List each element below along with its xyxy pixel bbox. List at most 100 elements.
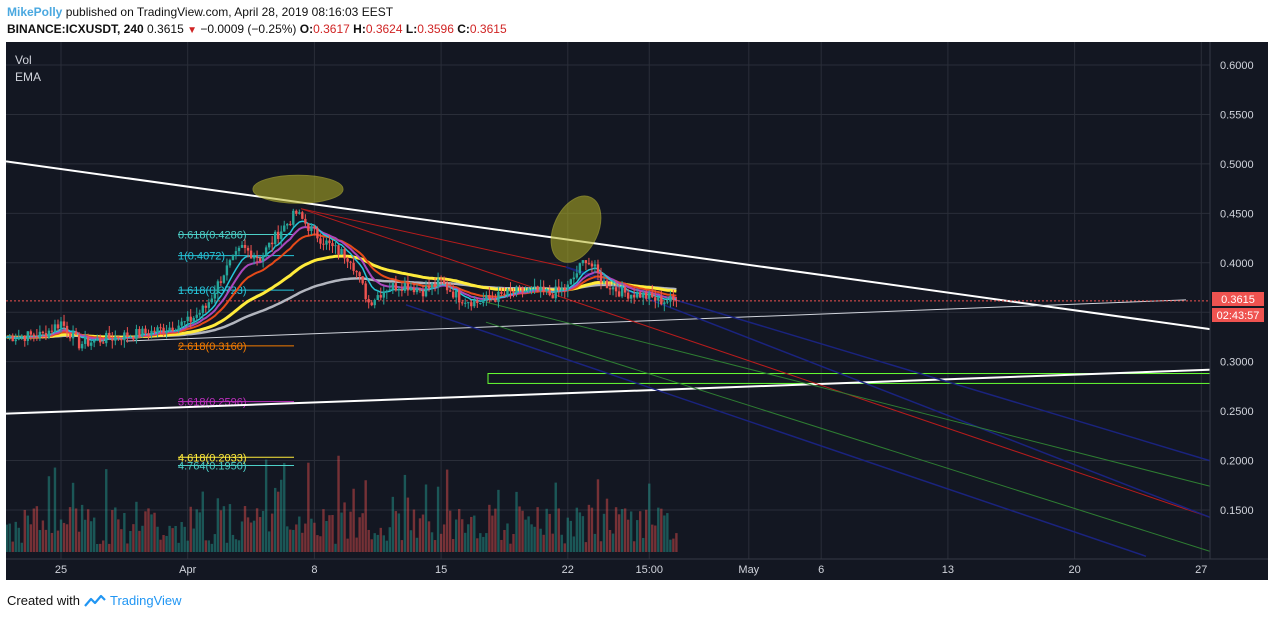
candle-body bbox=[243, 245, 247, 248]
candle-body bbox=[153, 330, 156, 333]
volume-bar bbox=[530, 524, 533, 552]
candle-body bbox=[322, 243, 325, 245]
candle-body bbox=[367, 299, 370, 303]
volume-bar bbox=[108, 543, 111, 552]
volume-bar bbox=[506, 523, 509, 552]
volume-bar bbox=[623, 508, 627, 552]
volume-bar bbox=[92, 517, 96, 552]
candle-body bbox=[132, 336, 135, 340]
top-highlight-ellipse bbox=[252, 174, 344, 204]
volume-bar bbox=[515, 491, 518, 552]
candle-body bbox=[608, 288, 612, 290]
candle-body bbox=[141, 328, 144, 337]
volume-bar bbox=[400, 540, 404, 552]
price-tick-label: 0.6000 bbox=[1220, 60, 1254, 72]
price-chart[interactable]: 0.618(0.4286) 1(0.4072) 1.618(0.3723) 2.618… bbox=[5, 42, 1268, 580]
candle-body bbox=[207, 302, 211, 308]
candle-body bbox=[277, 231, 280, 239]
candle-body bbox=[418, 288, 422, 291]
candle-body bbox=[629, 294, 633, 299]
candle-body bbox=[183, 321, 186, 323]
volume-bar bbox=[246, 517, 250, 552]
down-arrow-icon: ▼ bbox=[187, 25, 197, 36]
volume-bar bbox=[397, 513, 401, 552]
author-name[interactable]: MikePolly bbox=[7, 5, 63, 19]
tradingview-brand[interactable]: TradingView bbox=[109, 593, 182, 608]
volume-bar bbox=[611, 533, 615, 552]
candle-body bbox=[32, 334, 36, 337]
volume-bar bbox=[292, 529, 295, 552]
candle-body bbox=[44, 333, 48, 338]
candle-body bbox=[442, 279, 446, 284]
volume-bar bbox=[642, 537, 645, 552]
volume-bar bbox=[560, 534, 563, 552]
price-tick-label: 0.5000 bbox=[1220, 159, 1254, 171]
volume-bar bbox=[65, 524, 69, 552]
volume-bar bbox=[77, 531, 81, 552]
candle-body bbox=[144, 328, 147, 334]
volume-bar bbox=[566, 517, 569, 552]
volume-bar bbox=[243, 506, 247, 552]
volume-bar bbox=[47, 476, 51, 552]
candle-body bbox=[494, 299, 497, 302]
candle-body bbox=[382, 291, 385, 298]
volume-bar bbox=[183, 526, 186, 552]
volume-bar bbox=[672, 538, 675, 552]
candle-body bbox=[267, 242, 271, 248]
candle-body bbox=[14, 339, 17, 342]
candle-body bbox=[599, 272, 603, 283]
candle-body bbox=[283, 225, 286, 232]
candle-body bbox=[572, 277, 576, 280]
volume-bar bbox=[26, 515, 30, 552]
candle-body bbox=[506, 289, 509, 295]
volume-bar bbox=[174, 525, 177, 552]
volume-bar bbox=[56, 530, 60, 552]
candle-body bbox=[105, 332, 108, 344]
candle-body bbox=[147, 333, 150, 336]
candle-body bbox=[156, 327, 159, 333]
candle-body bbox=[427, 286, 431, 289]
volume-bar bbox=[569, 520, 573, 552]
candle-body bbox=[307, 223, 310, 231]
candle-body bbox=[120, 338, 123, 341]
candle-body bbox=[59, 321, 63, 329]
candle-body bbox=[258, 257, 262, 262]
volume-bar bbox=[32, 508, 36, 552]
candle-body bbox=[355, 270, 358, 273]
volume-bar bbox=[117, 519, 120, 552]
candle-body bbox=[168, 327, 171, 332]
ema-indicator-label[interactable]: EMA bbox=[15, 70, 41, 84]
volume-bar bbox=[228, 504, 232, 552]
candle-body bbox=[240, 245, 244, 248]
candle-body bbox=[479, 302, 482, 304]
candle-body bbox=[424, 286, 428, 297]
candle-body bbox=[38, 331, 42, 338]
price-tick-label: 0.2500 bbox=[1220, 406, 1254, 418]
candle-body bbox=[20, 336, 23, 338]
low-label: L: bbox=[405, 22, 418, 36]
chart-area[interactable]: 0.618(0.4286) 1(0.4072) 1.618(0.3723) 2.618… bbox=[5, 42, 1268, 580]
candle-body bbox=[581, 260, 585, 264]
candle-body bbox=[352, 262, 355, 271]
volume-bar bbox=[264, 459, 268, 552]
candle-body bbox=[135, 329, 138, 340]
volume-bar bbox=[590, 507, 594, 552]
volume-bar bbox=[53, 467, 57, 552]
candle-body bbox=[497, 291, 500, 302]
countdown-box bbox=[1212, 308, 1264, 322]
candle-body bbox=[575, 273, 579, 278]
candle-body bbox=[611, 287, 615, 290]
volume-bar bbox=[557, 508, 560, 552]
volume-bar bbox=[491, 515, 494, 552]
price-tag: 0.3615 02:43:57 bbox=[1212, 292, 1264, 322]
fib-level-label: 1(0.4072) bbox=[178, 251, 225, 263]
volume-bar bbox=[614, 507, 618, 552]
candle-body bbox=[198, 312, 201, 315]
vol-indicator-label[interactable]: Vol bbox=[15, 53, 32, 67]
volume-bar bbox=[86, 509, 90, 552]
published-text: published on TradingView.com, April 28, … bbox=[65, 5, 394, 19]
volume-bar bbox=[316, 535, 319, 552]
volume-bar bbox=[575, 507, 579, 552]
open-label: O: bbox=[299, 22, 314, 36]
candle-body bbox=[421, 290, 425, 297]
